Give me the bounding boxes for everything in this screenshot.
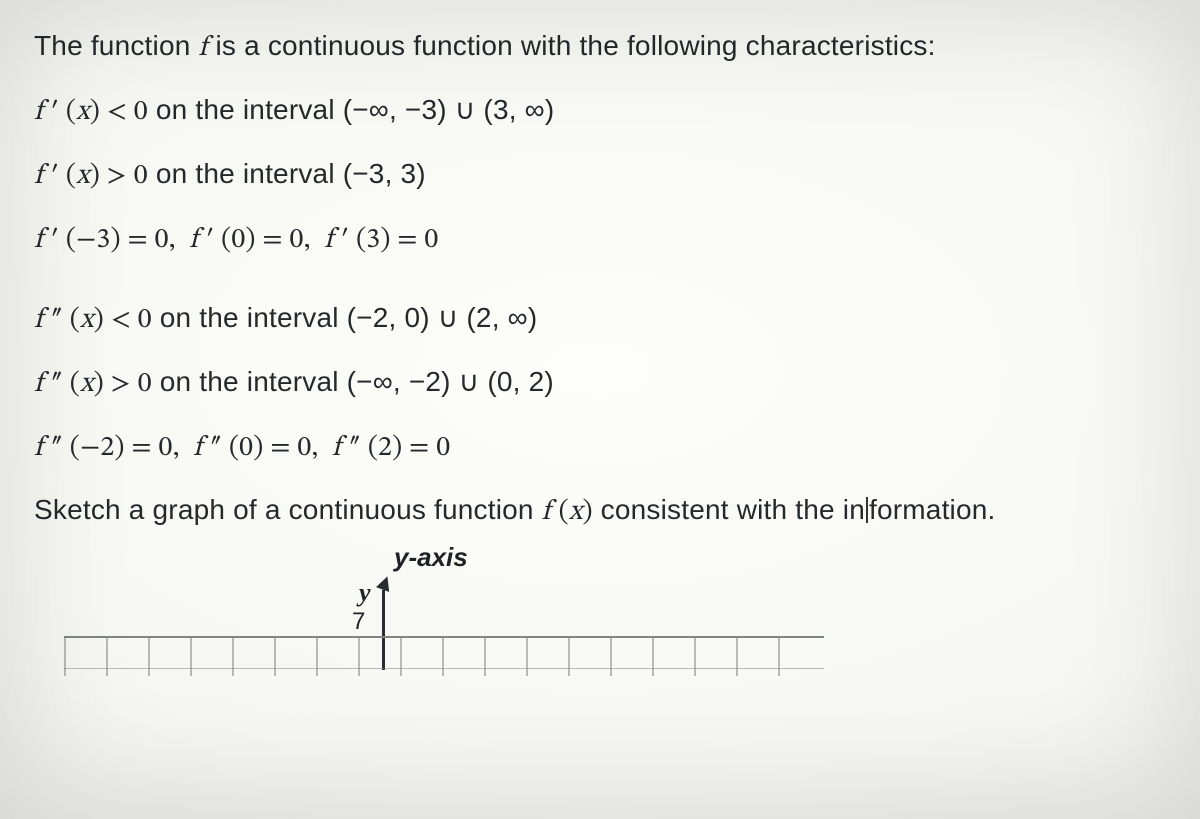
grid-tick bbox=[316, 636, 318, 676]
grid-tick bbox=[526, 636, 528, 676]
first-derivative-neg: f ′ (x) < 0 on the interval (−∞, −3) ∪ (… bbox=[34, 92, 1166, 130]
math-f: f bbox=[198, 34, 215, 62]
y-axis-arrow bbox=[376, 574, 394, 592]
sketch-prompt: Sketch a graph of a continuous function … bbox=[34, 492, 1166, 530]
grid-tick bbox=[232, 636, 234, 676]
intro-text: The function f is a continuous function … bbox=[34, 28, 1166, 66]
tick-7-label: 7 bbox=[352, 608, 365, 636]
axis-area: y-axis y 7 bbox=[34, 542, 1166, 712]
grid-tick bbox=[106, 636, 108, 676]
grid-tick bbox=[652, 636, 654, 676]
grid-tick bbox=[694, 636, 696, 676]
first-derivative-zeros: f ′ (−3) = 0, f ′ (0) = 0, f ′ (3) = 0 bbox=[34, 220, 1166, 258]
grid-ticks bbox=[64, 636, 824, 696]
grid-tick bbox=[568, 636, 570, 676]
first-derivative-pos: f ′ (x) > 0 on the interval (−3, 3) bbox=[34, 156, 1166, 194]
second-derivative-pos: f ″ (x) > 0 on the interval (−∞, −2) ∪ (… bbox=[34, 364, 1166, 402]
grid-tick bbox=[442, 636, 444, 676]
grid-tick bbox=[64, 636, 66, 676]
second-derivative-zeros: f ″ (−2) = 0, f ″ (0) = 0, f ″ (2) = 0 bbox=[34, 428, 1166, 466]
grid-tick bbox=[778, 636, 780, 676]
grid-tick bbox=[736, 636, 738, 676]
grid-tick bbox=[148, 636, 150, 676]
text-cursor bbox=[866, 497, 868, 523]
y-letter: y bbox=[359, 578, 371, 608]
grid-tick bbox=[358, 636, 360, 676]
grid-tick bbox=[484, 636, 486, 676]
grid-tick bbox=[190, 636, 192, 676]
grid-tick bbox=[400, 636, 402, 676]
y-axis-label: y-axis bbox=[394, 542, 468, 573]
grid-tick bbox=[610, 636, 612, 676]
grid-tick bbox=[274, 636, 276, 676]
second-derivative-neg: f ″ (x) < 0 on the interval (−2, 0) ∪ (2… bbox=[34, 300, 1166, 338]
